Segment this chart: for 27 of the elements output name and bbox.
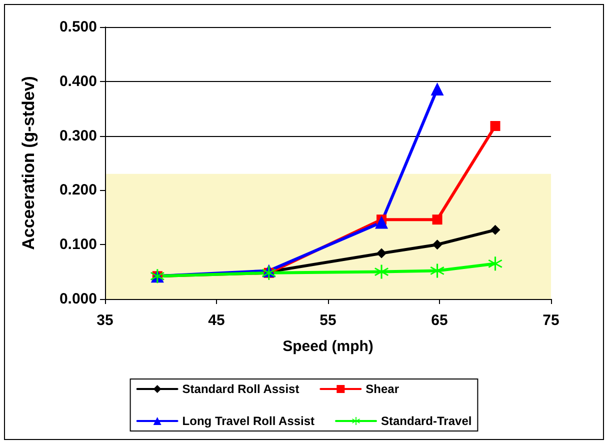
point [374, 264, 389, 279]
x-tick-label: 55 [320, 312, 336, 329]
point [490, 224, 500, 235]
x-tick-label: 75 [542, 312, 560, 329]
legend-label: Standard Roll Assist [182, 382, 300, 396]
point [432, 240, 442, 250]
point [375, 216, 388, 229]
legend-label: Shear [366, 382, 400, 396]
point [490, 121, 500, 132]
point [488, 256, 502, 271]
x-tick-label: 65 [431, 312, 448, 329]
legend-label: Standard-Travel [381, 414, 472, 428]
point [430, 82, 444, 96]
x-tick-label: 45 [208, 312, 225, 329]
y-tick-label: 0.300 [59, 127, 97, 144]
y-tick-label: 0.400 [59, 72, 97, 90]
point [430, 264, 444, 278]
y-axis-title: Acceeration (g-stdev) [19, 76, 38, 250]
y-tick-label: 0.100 [59, 236, 97, 254]
y-tick-label: 0.000 [59, 290, 97, 308]
point [432, 214, 442, 225]
y-tick-label: 0.200 [59, 182, 97, 199]
point [376, 248, 387, 258]
x-axis-title: Speed (mph) [282, 338, 374, 355]
legend-label: Long Travel Roll Assist [182, 414, 315, 428]
x-tick-label: 35 [96, 312, 114, 329]
y-tick-label: 0.500 [59, 18, 97, 36]
